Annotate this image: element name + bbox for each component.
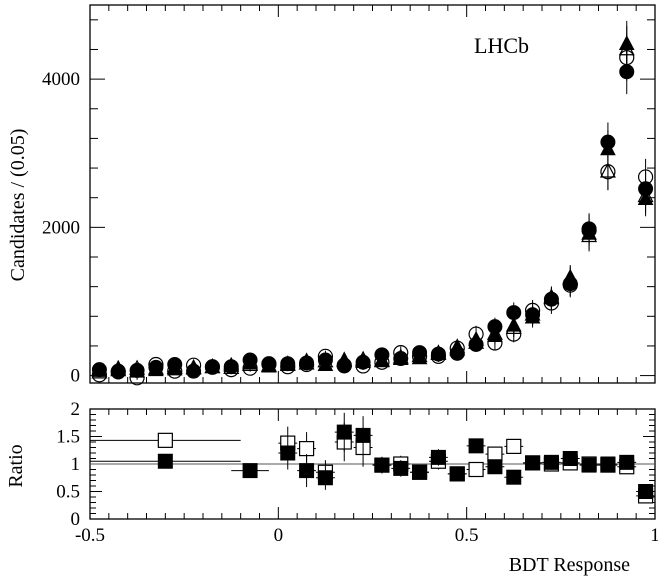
filled-square-point: [430, 449, 446, 465]
top-panel: 0 2000 4000: [42, 4, 656, 387]
x-tick-label: -0.5: [75, 525, 105, 546]
open-triangle-point: [449, 340, 466, 356]
filled-square-point: [355, 427, 371, 443]
filled-square-point: [157, 453, 173, 469]
filled-square-point: [487, 459, 503, 475]
open-triangle-point: [486, 324, 503, 340]
bottom-y-axis-title: Ratio: [5, 444, 27, 487]
filled-square-point: [412, 464, 428, 480]
bottom-y-tick-label: 0.5: [56, 482, 80, 503]
open-triangle-point: [166, 358, 183, 375]
open-triangle-point: [543, 288, 560, 304]
open-triangle-point: [411, 346, 428, 363]
x-tick-label: 0: [274, 525, 284, 546]
open-triangle-point: [618, 40, 635, 56]
filled-square-point: [543, 454, 559, 470]
filled-square-point: [280, 445, 296, 461]
filled-square-point: [506, 469, 522, 485]
filled-square-point: [638, 484, 654, 499]
open-square-point: [487, 446, 503, 462]
bottom-x-axis-title: BDT Response: [509, 554, 630, 576]
filled-square-point: [393, 460, 409, 476]
filled-square-point: [619, 454, 635, 470]
open-triangle-point: [637, 186, 654, 203]
top-y-tick-label: 0: [71, 366, 81, 387]
open-square-point: [506, 438, 522, 454]
open-triangle-point: [298, 354, 315, 370]
bottom-y-tick-label: 0: [71, 509, 81, 530]
filled-square-point: [242, 463, 258, 479]
open-triangle-point: [110, 361, 127, 377]
open-triangle-point: [317, 352, 334, 368]
open-triangle-point: [468, 333, 485, 349]
open-triangle-point: [524, 305, 541, 321]
top-y-tick-label: 2000: [42, 217, 80, 238]
filled-square-point: [299, 463, 315, 479]
filled-square-point: [468, 438, 484, 454]
filled-square-point: [562, 451, 578, 466]
filled-square-point: [581, 457, 597, 473]
top-y-axis-title: Candidates / (0.05): [7, 129, 29, 282]
x-tick-label: 0.5: [455, 525, 479, 546]
bottom-panel: -0.5 0 0.5 100.511.52: [56, 399, 658, 546]
top-plot-frame: [89, 4, 656, 384]
open-square-point: [157, 432, 173, 448]
bottom-y-tick-label: 1: [71, 454, 81, 475]
filled-square-point: [449, 466, 465, 482]
open-triangle-point: [260, 356, 277, 372]
lhcb-annotation: LHCb: [474, 33, 529, 58]
open-triangle-point: [147, 359, 164, 375]
filled-square-point: [374, 457, 390, 473]
bottom-y-tick-label: 2: [71, 399, 81, 420]
filled-triangle-point: [91, 362, 108, 377]
bottom-y-tick-label: 1.5: [56, 427, 80, 448]
open-triangle-point: [279, 355, 296, 371]
open-triangle-point: [185, 358, 202, 375]
open-square-point: [298, 441, 315, 457]
open-triangle-point: [599, 162, 616, 178]
open-triangle-point: [223, 358, 240, 375]
filled-square-point: [317, 470, 333, 486]
open-triangle-point: [392, 348, 409, 364]
open-triangle-point: [430, 344, 447, 360]
open-triangle-point: [129, 359, 146, 375]
open-triangle-point: [91, 363, 108, 379]
top-y-tick-label: 4000: [42, 69, 80, 90]
open-triangle-point: [562, 269, 579, 286]
open-triangle-point: [581, 226, 598, 243]
x-tick-label: 1: [650, 525, 658, 546]
filled-square-point: [336, 424, 352, 440]
open-triangle-point: [204, 358, 221, 374]
open-triangle-point: [373, 351, 390, 367]
open-triangle-point: [355, 350, 372, 366]
open-square-point: [468, 461, 484, 478]
filled-square-point: [525, 455, 541, 471]
open-triangle-point: [242, 355, 259, 372]
open-triangle-point: [336, 351, 353, 367]
filled-square-point: [600, 456, 616, 472]
open-triangle-point: [505, 318, 522, 335]
